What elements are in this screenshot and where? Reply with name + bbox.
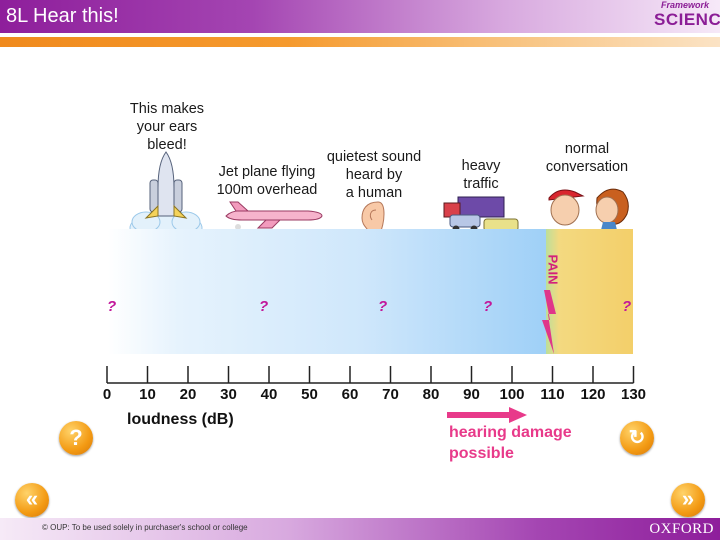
axis-tick-label: 70 [382, 386, 399, 403]
label-bleed: This makes your ears bleed! [126, 100, 208, 154]
axis-tick-label: 90 [463, 386, 480, 403]
replay-button[interactable]: ↻ [620, 421, 654, 455]
framework-science-logo: Framework SCIENCE [654, 0, 720, 29]
logo-science: SCIENCE [654, 10, 720, 29]
loudness-axis [106, 366, 635, 384]
label-traffic-text: heavy traffic [461, 158, 501, 192]
oxford-logo: OXFORD [649, 521, 714, 537]
jet-plane-icon[interactable] [222, 200, 324, 230]
people-talking-icon[interactable] [545, 180, 631, 230]
scale-pain-band [546, 229, 633, 354]
axis-tick-label: 10 [139, 386, 156, 403]
damage-label: hearing damage possible [449, 422, 572, 464]
axis-tick-label: 130 [620, 386, 647, 403]
title-bar: 8L Hear this! [0, 0, 720, 33]
forward-button[interactable]: » [671, 483, 705, 517]
label-quietest: quietest sound heard by a human [321, 148, 427, 202]
label-quietest-text: quietest sound heard by a human [326, 149, 422, 201]
help-button[interactable]: ? [59, 421, 93, 455]
axis-tick-label: 110 [540, 386, 565, 403]
axis-tick-label: 0 [102, 386, 112, 403]
label-bleed-text: This makes your ears bleed! [129, 101, 205, 153]
axis-tick-label: 30 [220, 386, 237, 403]
axis-tick-label: 50 [301, 386, 318, 403]
traffic-icon[interactable] [440, 195, 522, 237]
page-title: 8L Hear this! [6, 5, 119, 27]
axis-tick-label: 80 [422, 386, 440, 403]
scale-fade-band [108, 229, 178, 354]
pain-label: PAIN [545, 254, 561, 285]
copyright-text: © OUP: To be used solely in purchaser's … [42, 523, 248, 532]
logo-framework: Framework [660, 0, 710, 10]
back-button[interactable]: « [15, 483, 49, 517]
scale-safe-band [178, 229, 546, 354]
damage-label-text: hearing damage possible [449, 424, 572, 462]
label-traffic: heavy traffic [451, 157, 511, 193]
unknown-marker-conversation: ? [622, 298, 632, 315]
label-jet: Jet plane flying 100m overhead [212, 163, 322, 199]
unknown-marker-quietest: ? [378, 298, 388, 315]
axis-tick-label: 120 [580, 386, 606, 403]
unknown-marker-jet: ? [259, 298, 269, 315]
damage-arrow-icon [447, 407, 527, 423]
axis-tick-label: 100 [499, 386, 525, 403]
axis-tick-label: 20 [179, 386, 197, 403]
unknown-marker-bleed: ? [107, 298, 117, 315]
axis-tick-label: 60 [341, 386, 359, 403]
axis-tick-label: 40 [260, 386, 278, 403]
footer-bar [0, 518, 720, 540]
lightning-bolt-icon [542, 290, 556, 354]
label-conversation-text: normal conversation [545, 141, 629, 175]
unknown-marker-traffic: ? [483, 298, 493, 315]
header-rule [0, 37, 720, 47]
axis-label: loudness (dB) [127, 411, 234, 428]
label-conversation: normal conversation [539, 140, 635, 176]
label-jet-text: Jet plane flying 100m overhead [216, 164, 318, 198]
